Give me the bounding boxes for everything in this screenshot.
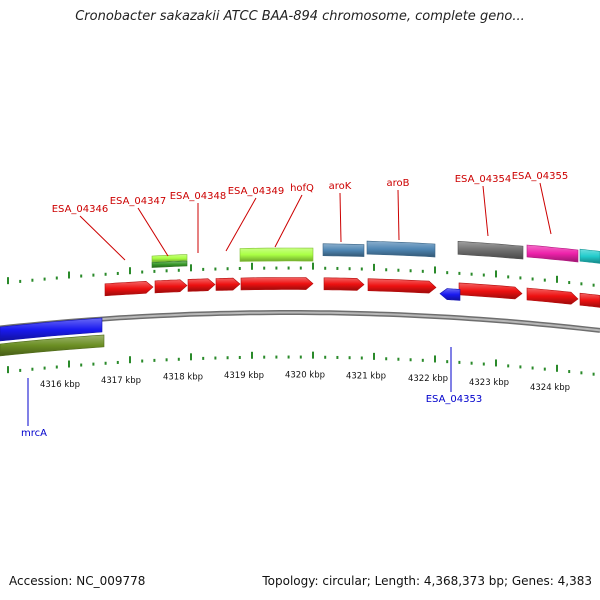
- gene-features: [0, 240, 600, 357]
- scale-label: 4322 kbp: [408, 374, 448, 384]
- cds-arrow: [187, 278, 216, 292]
- gene-label-reverse: ESA_04353: [426, 394, 483, 405]
- topology-summary: Topology: circular; Length: 4,368,373 bp…: [262, 574, 592, 588]
- scale-label: 4317 kbp: [101, 376, 141, 386]
- gene-label-forward: ESA_04354: [455, 174, 512, 185]
- cds-arrow: [104, 280, 154, 297]
- scale-ticks: [7, 262, 595, 376]
- feature-block: [151, 260, 188, 268]
- cds-arrow: [240, 277, 314, 291]
- feature-block: [322, 243, 365, 257]
- cds-arrow: [458, 282, 523, 300]
- gene-label-forward: aroK: [329, 181, 352, 192]
- cds-arrow: [579, 292, 600, 308]
- scale-label: 4320 kbp: [285, 371, 325, 381]
- feature-block: [526, 244, 579, 263]
- gene-label-forward: ESA_04355: [512, 171, 569, 182]
- leader-line: [225, 197, 257, 252]
- feature-block: [366, 240, 436, 258]
- feature-block: [579, 248, 600, 264]
- gene-label-forward: ESA_04346: [52, 204, 109, 215]
- map-title: Cronobacter sakazakii ATCC BAA-894 chrom…: [75, 9, 525, 24]
- reverse-arrow: [439, 288, 461, 301]
- gene-label-forward: ESA_04347: [110, 196, 167, 207]
- gene-label-forward: ESA_04348: [170, 191, 227, 202]
- feature-block: [457, 240, 524, 260]
- gene-label-forward: ESA_04349: [228, 186, 285, 197]
- gene-label-reverse: mrcA: [21, 428, 47, 439]
- reverse-feature: [0, 334, 105, 357]
- accession-label: Accession: NC_009778: [9, 574, 146, 588]
- scale-label: 4321 kbp: [346, 372, 386, 382]
- scale-label: 4316 kbp: [40, 380, 80, 390]
- leader-line: [482, 185, 489, 237]
- leader-line: [339, 192, 342, 243]
- leader-line: [397, 189, 400, 241]
- feature-block: [239, 247, 314, 262]
- scale-labels: 4316 kbp 4317 kbp 4318 kbp 4319 kbp 4320 kbp…: [40, 371, 570, 394]
- cds-arrow: [154, 279, 188, 294]
- scale-label: 4324 kbp: [530, 383, 570, 393]
- leader-line: [79, 215, 126, 261]
- gene-label-forward: hofQ: [290, 183, 314, 194]
- cds-arrow: [526, 287, 579, 305]
- leader-line: [137, 207, 169, 257]
- cds-arrow: [323, 277, 365, 291]
- scale-label: 4323 kbp: [469, 378, 509, 388]
- scale-label: 4318 kbp: [163, 373, 203, 383]
- label-leaders: [27, 182, 552, 426]
- leader-line: [274, 194, 303, 248]
- cds-arrow: [367, 278, 437, 294]
- feature-block: [151, 254, 188, 263]
- cds-arrow: [215, 277, 241, 291]
- leader-line: [539, 182, 552, 235]
- gene-label-forward: aroB: [387, 178, 410, 189]
- reverse-feature: [0, 317, 103, 342]
- scale-label: 4319 kbp: [224, 371, 264, 381]
